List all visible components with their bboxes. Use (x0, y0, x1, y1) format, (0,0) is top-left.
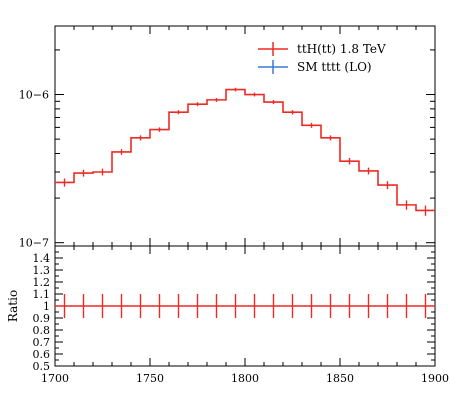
legend: ttH(tt) 1.8 TeV SM tttt (LO) (258, 42, 386, 74)
main-series (55, 87, 435, 216)
legend-label-0: ttH(tt) 1.8 TeV (297, 42, 386, 56)
main-ytick-label: 10−6 (19, 89, 49, 102)
legend-entry-1: SM tttt (LO) (258, 60, 372, 74)
ratio-ytick-label: 0.5 (33, 360, 51, 373)
ratio-ytick-label: 1.1 (33, 288, 51, 301)
main-ytick-label: 10−7 (19, 237, 49, 250)
ratio-series (55, 294, 435, 318)
ratio-ytick-label: 1.2 (33, 276, 51, 289)
ratio-ytick-label: 1.3 (33, 264, 51, 277)
x-tick-label: 1850 (326, 372, 354, 385)
main-frame (54, 25, 436, 247)
x-tick-label: 1900 (421, 372, 449, 385)
ratio-panel: 0.50.60.70.80.911.11.21.31.4 Ratio (6, 245, 436, 373)
legend-label-1: SM tttt (LO) (297, 60, 372, 74)
ratio-ticks: 0.50.60.70.80.911.11.21.31.4 (33, 246, 436, 373)
ratio-ytick-label: 1.4 (33, 252, 51, 265)
main-ticks: 10−6 10−7 (19, 26, 436, 250)
x-tick-label: 1750 (136, 372, 164, 385)
ratio-ytick-label: 0.9 (33, 312, 51, 325)
ratio-ytick-label: 0.7 (33, 336, 51, 349)
x-axis: 1700 1750 1800 1850 1900 (41, 372, 449, 385)
ratio-ylabel: Ratio (6, 290, 20, 322)
legend-entry-0: ttH(tt) 1.8 TeV (258, 42, 386, 56)
x-tick-label: 1700 (41, 372, 69, 385)
series-0-line (55, 88, 435, 212)
ratio-ytick-label: 0.8 (33, 324, 51, 337)
main-panel: 10−6 10−7 ttH(tt) 1.8 TeV SM tttt (LO) (19, 25, 436, 250)
ratio-ytick-label: 0.6 (33, 348, 51, 361)
x-tick-label: 1800 (231, 372, 259, 385)
ratio-ytick-label: 1 (43, 300, 50, 313)
